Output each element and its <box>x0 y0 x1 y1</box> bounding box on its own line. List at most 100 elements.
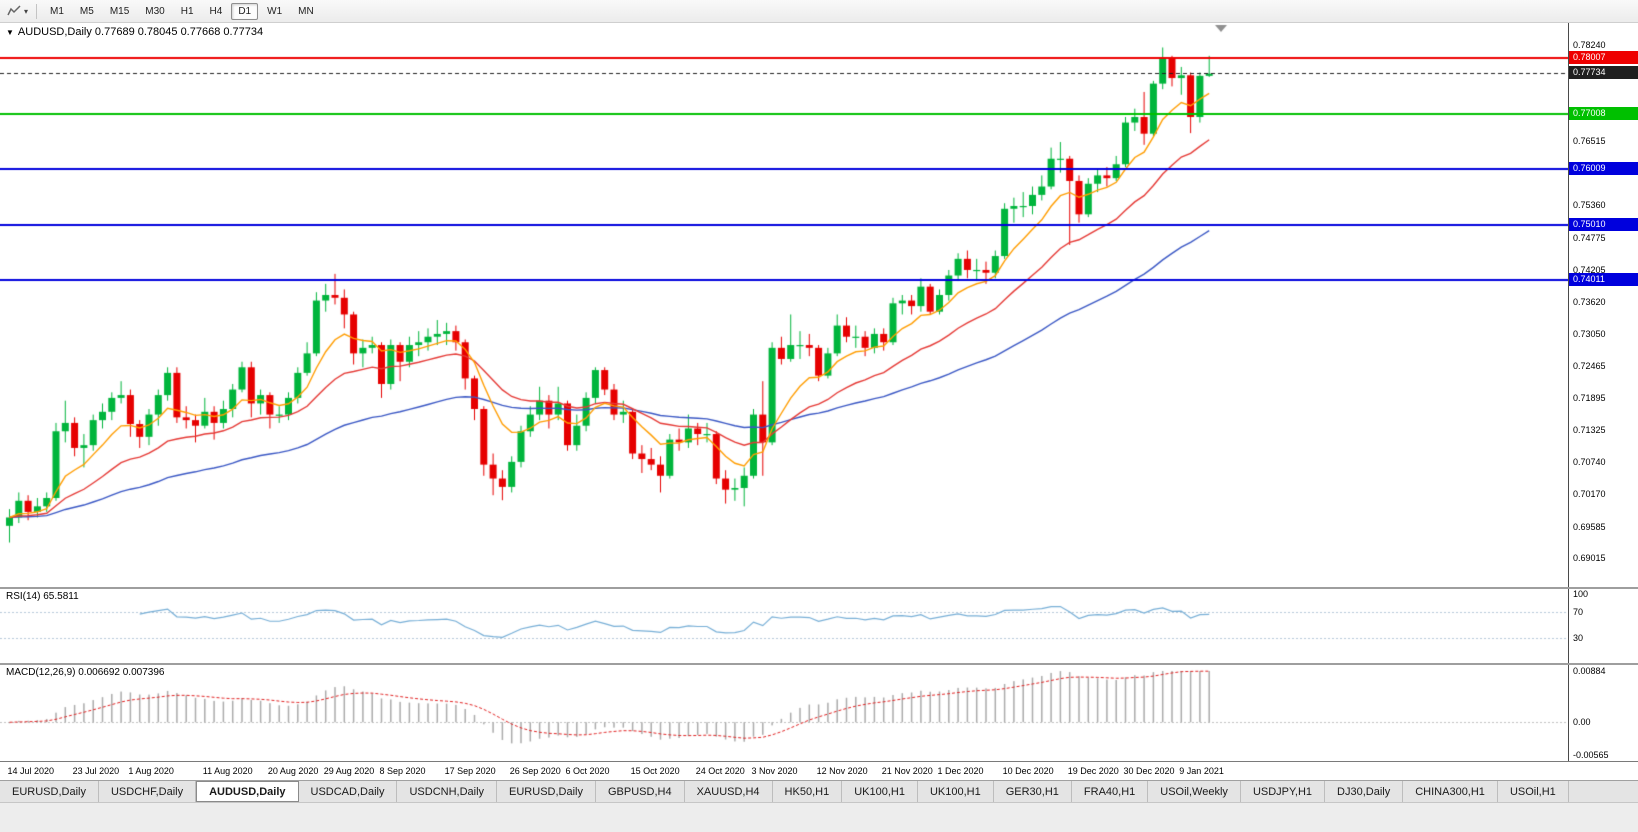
price-axis[interactable]: 0.78240 0.76515 0.75360 0.74775 0.74205 0.736… <box>1568 23 1638 587</box>
time-axis-label: 17 Sep 2020 <box>444 766 496 776</box>
macd-tick-label: 0.00884 <box>1573 666 1606 676</box>
time-axis-label: 24 Oct 2020 <box>695 766 745 776</box>
chart-tab-dj30-daily[interactable]: DJ30,Daily <box>1325 781 1404 802</box>
chart-tab-audusd-daily[interactable]: AUDUSD,Daily <box>196 781 299 802</box>
price-tick-label: 0.69585 <box>1573 521 1606 532</box>
time-axis-label: 1 Dec 2020 <box>937 766 984 776</box>
chart-tab-usdcnh-daily[interactable]: USDCNH,Daily <box>397 781 498 802</box>
chart-tab-usoil-h1[interactable]: USOil,H1 <box>1497 781 1569 802</box>
toolbar-separator <box>36 3 38 19</box>
rsi-canvas[interactable] <box>0 589 1568 663</box>
timeframe-m5-button[interactable]: M5 <box>79 5 94 17</box>
macd-canvas[interactable] <box>0 665 1568 761</box>
timeframe-m15-button[interactable]: M15 <box>109 5 130 17</box>
level-price-badge: 0.77008 <box>1569 106 1638 120</box>
toolbar: ▾ M1 M5 M15 M30 H1 H4 D1 W1 MN <box>0 0 1638 23</box>
time-axis-label: 14 Jul 2020 <box>7 766 55 776</box>
chart-tab-eurusd-daily[interactable]: EURUSD,Daily <box>497 781 596 802</box>
chart-title: AUDUSD,Daily 0.77689 0.78045 0.77668 0.7… <box>17 26 264 38</box>
time-axis-label: 3 Nov 2020 <box>751 766 798 776</box>
price-tick-label: 0.76515 <box>1573 136 1606 147</box>
macd-tick-label: 0.00 <box>1573 717 1591 728</box>
time-axis-label: 6 Oct 2020 <box>565 766 610 776</box>
chart-header: ▼ AUDUSD,Daily 0.77689 0.78045 0.77668 0… <box>6 26 263 38</box>
level-price-badge: 0.76009 <box>1569 162 1638 176</box>
time-axis-label: 10 Dec 2020 <box>1002 766 1054 776</box>
chart-tab-china300-h1[interactable]: CHINA300,H1 <box>1403 781 1498 802</box>
price-tick-label: 0.73050 <box>1573 328 1606 339</box>
rsi-axis[interactable]: 100 70 30 <box>1568 589 1638 663</box>
rsi-plot: RSI(14) 65.5811 <box>0 589 1568 663</box>
time-axis-label: 19 Dec 2020 <box>1067 766 1119 776</box>
main-chart-panel: ▼ AUDUSD,Daily 0.77689 0.78045 0.77668 0… <box>0 23 1638 587</box>
timeframe-m1-button[interactable]: M1 <box>50 5 64 17</box>
time-axis-label: 29 Aug 2020 <box>323 766 375 776</box>
timeframe-h4-button[interactable]: H4 <box>209 5 223 17</box>
time-axis-label: 8 Sep 2020 <box>379 766 426 776</box>
chart-tab-usdchf-daily[interactable]: USDCHF,Daily <box>98 781 197 802</box>
price-tick-label: 0.69015 <box>1573 553 1606 564</box>
time-axis-label: 12 Nov 2020 <box>816 766 868 776</box>
time-axis-label: 1 Aug 2020 <box>128 766 174 776</box>
chart-type-button[interactable]: ▾ <box>4 4 31 18</box>
time-axis-label: 23 Jul 2020 <box>72 766 120 776</box>
macd-panel: MACD(12,26,9) 0.006692 0.007396 0.00884 0… <box>0 665 1638 761</box>
timeframe-w1-button[interactable]: W1 <box>267 5 283 17</box>
chart-tab-usdjpy-h1[interactable]: USDJPY,H1 <box>1240 781 1326 802</box>
timeframe-m30-button[interactable]: M30 <box>145 5 165 17</box>
main-chart-canvas[interactable] <box>0 23 1568 587</box>
rsi-panel: RSI(14) 65.5811 100 70 30 <box>0 589 1638 663</box>
status-bar <box>0 802 1638 832</box>
rsi-header: RSI(14) 65.5811 <box>6 591 79 602</box>
chart-tabs: EURUSD,Daily USDCHF,Daily AUDUSD,Daily USDC… <box>0 780 1638 802</box>
chart-tab-uk100-h1[interactable]: UK100,H1 <box>842 781 918 802</box>
price-tick-label: 0.71325 <box>1573 424 1606 435</box>
chart-tab-uk100-h1[interactable]: UK100,H1 <box>917 781 994 802</box>
rsi-tick-label: 100 <box>1573 589 1589 599</box>
time-axis-label: 11 Aug 2020 <box>202 766 253 776</box>
chart-tab-xauusd-h4[interactable]: XAUUSD,H4 <box>684 781 773 802</box>
price-tick-label: 0.70740 <box>1573 457 1606 468</box>
price-tick-label: 0.73620 <box>1573 297 1606 308</box>
price-tick-label: 0.75360 <box>1573 200 1606 211</box>
chart-tab-hk50-h1[interactable]: HK50,H1 <box>772 781 843 802</box>
time-axis[interactable]: 14 Jul 2020 23 Jul 2020 1 Aug 2020 11 Aug 2… <box>0 761 1638 780</box>
timeframe-buttons: M1 M5 M15 M30 H1 H4 D1 W1 MN <box>42 2 322 20</box>
chart-tab-fra40-h1[interactable]: FRA40,H1 <box>1071 781 1149 802</box>
time-axis-label: 20 Aug 2020 <box>267 766 319 776</box>
current-price-badge: 0.77734 <box>1569 66 1638 80</box>
macd-axis[interactable]: 0.00884 0.00 -0.00565 <box>1568 665 1638 761</box>
time-axis-label: 21 Nov 2020 <box>881 766 933 776</box>
price-tick-label: 0.74205 <box>1573 264 1606 275</box>
level-price-badge: 0.74011 <box>1569 273 1638 287</box>
price-tick-label: 0.71895 <box>1573 393 1606 404</box>
line-chart-icon <box>7 5 21 16</box>
level-price-badge: 0.75010 <box>1569 217 1638 231</box>
timeframe-d1-button[interactable]: D1 <box>231 2 259 20</box>
chart-tab-eurusd-daily[interactable]: EURUSD,Daily <box>0 781 99 802</box>
panel-separator[interactable] <box>0 587 1638 589</box>
time-axis-label: 15 Oct 2020 <box>630 766 680 776</box>
main-plot: ▼ AUDUSD,Daily 0.77689 0.78045 0.77668 0… <box>0 23 1568 587</box>
price-tick-label: 0.70170 <box>1573 489 1606 500</box>
chart-tab-usdcad-daily[interactable]: USDCAD,Daily <box>298 781 398 802</box>
chart-tab-usoil-weekly[interactable]: USOil,Weekly <box>1148 781 1241 802</box>
rsi-tick-label: 30 <box>1573 632 1584 643</box>
chevron-down-icon[interactable]: ▾ <box>24 6 29 16</box>
collapse-triangle-icon[interactable]: ▼ <box>6 27 14 37</box>
macd-plot: MACD(12,26,9) 0.006692 0.007396 <box>0 665 1568 761</box>
chart-tab-ger30-h1[interactable]: GER30,H1 <box>993 781 1072 802</box>
price-tick-label: 0.78240 <box>1573 40 1606 51</box>
timeframe-h1-button[interactable]: H1 <box>180 5 194 17</box>
level-price-badge: 0.78007 <box>1569 51 1638 65</box>
macd-tick-label: -0.00565 <box>1573 750 1609 760</box>
timeframe-mn-button[interactable]: MN <box>298 5 314 17</box>
chart-tab-gbpusd-h4[interactable]: GBPUSD,H4 <box>596 781 685 802</box>
time-axis-label: 30 Dec 2020 <box>1123 766 1175 776</box>
time-axis-label: 26 Sep 2020 <box>509 766 561 776</box>
rsi-tick-label: 70 <box>1573 607 1584 618</box>
price-tick-label: 0.72465 <box>1573 361 1606 372</box>
time-axis-label: 9 Jan 2021 <box>1179 766 1224 776</box>
panel-separator[interactable] <box>0 663 1638 665</box>
